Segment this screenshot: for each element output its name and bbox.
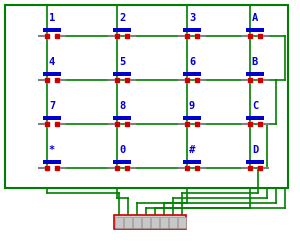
Bar xyxy=(160,217,167,227)
Text: 2: 2 xyxy=(119,13,125,23)
Bar xyxy=(183,116,201,120)
Bar xyxy=(178,217,185,227)
Bar xyxy=(114,215,186,229)
Bar xyxy=(43,160,61,164)
Text: *: * xyxy=(49,145,55,155)
Bar xyxy=(43,116,61,120)
Text: 3: 3 xyxy=(189,13,195,23)
Bar xyxy=(113,160,131,164)
Text: 9: 9 xyxy=(189,101,195,111)
Text: C: C xyxy=(252,101,258,111)
Bar xyxy=(142,217,149,227)
Bar xyxy=(246,160,264,164)
Bar xyxy=(246,28,264,32)
Bar xyxy=(5,5,288,188)
Bar xyxy=(113,116,131,120)
Text: 7: 7 xyxy=(49,101,55,111)
Bar xyxy=(133,217,140,227)
Text: 4: 4 xyxy=(49,57,55,67)
Bar xyxy=(113,72,131,76)
Bar xyxy=(124,217,131,227)
Text: D: D xyxy=(252,145,258,155)
Bar xyxy=(183,28,201,32)
Bar xyxy=(43,28,61,32)
Bar xyxy=(43,72,61,76)
Bar xyxy=(113,28,131,32)
Bar xyxy=(151,217,158,227)
Text: 8: 8 xyxy=(119,101,125,111)
Text: 5: 5 xyxy=(119,57,125,67)
Bar xyxy=(246,72,264,76)
Bar xyxy=(246,116,264,120)
Text: #: # xyxy=(189,145,195,155)
Bar xyxy=(169,217,176,227)
Text: B: B xyxy=(252,57,258,67)
Text: 6: 6 xyxy=(189,57,195,67)
Bar xyxy=(183,160,201,164)
Bar xyxy=(115,217,122,227)
Text: 0: 0 xyxy=(119,145,125,155)
Bar xyxy=(183,72,201,76)
Text: 1: 1 xyxy=(49,13,55,23)
Text: A: A xyxy=(252,13,258,23)
